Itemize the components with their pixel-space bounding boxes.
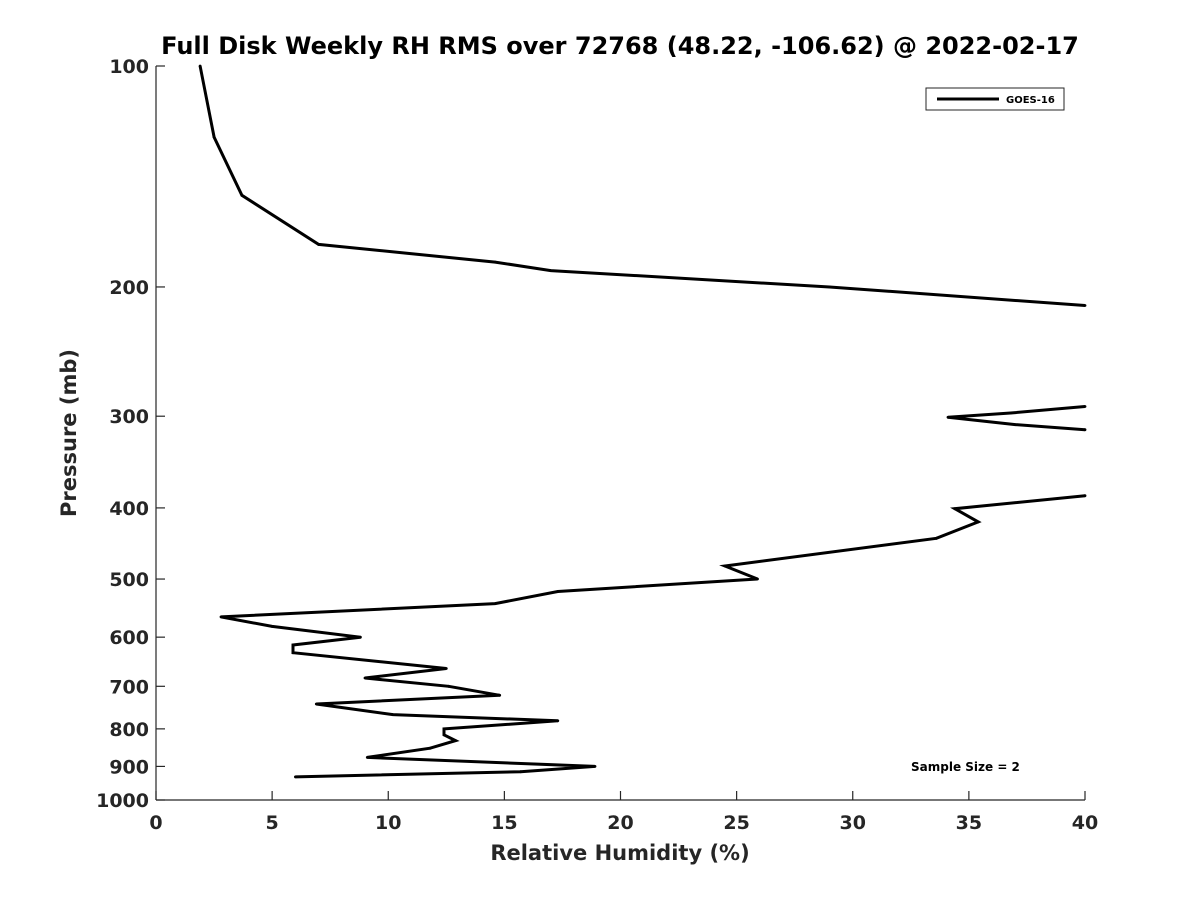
data-point xyxy=(444,667,448,670)
y-tick-label: 300 xyxy=(109,406,149,428)
data-point xyxy=(447,684,450,688)
data-point xyxy=(240,193,244,197)
data-point xyxy=(212,135,216,139)
data-point xyxy=(219,615,223,619)
data-point xyxy=(428,746,432,750)
data-point xyxy=(549,269,553,272)
data-point xyxy=(1083,304,1087,307)
data-point xyxy=(519,770,522,774)
data-point xyxy=(270,625,274,628)
y-tick-label: 800 xyxy=(109,719,149,741)
data-point xyxy=(946,415,950,419)
x-tick-label: 40 xyxy=(1072,812,1098,834)
x-tick-label: 10 xyxy=(375,812,401,834)
x-tick-label: 30 xyxy=(840,812,866,834)
y-axis-label: Pressure (mb) xyxy=(57,349,81,517)
data-point xyxy=(1013,423,1017,426)
data-point xyxy=(1009,411,1013,415)
x-tick-label: 15 xyxy=(491,812,517,834)
data-point xyxy=(314,702,318,706)
data-point xyxy=(1083,405,1087,408)
legend: GOES-16 xyxy=(925,87,1065,111)
y-tick-label: 400 xyxy=(109,498,149,520)
series-layer xyxy=(198,64,1087,779)
data-point xyxy=(359,635,362,639)
y-tick-label: 200 xyxy=(109,277,149,299)
data-point xyxy=(556,719,560,723)
data-point xyxy=(556,590,560,593)
data-point xyxy=(935,536,938,540)
y-tick-label: 900 xyxy=(109,756,149,778)
data-point xyxy=(493,260,497,264)
x-axis-label: Relative Humidity (%) xyxy=(490,841,749,865)
data-point xyxy=(442,733,446,737)
x-axis-ticks: 0 5 10 15 20 25 30 35 40 xyxy=(149,791,1098,834)
data-point xyxy=(493,602,497,605)
data-point xyxy=(498,693,502,697)
y-axis-ticks: 100 200 300 400 500 600 700 800 900 1000 xyxy=(96,56,165,812)
chart-title: Full Disk Weekly RH RMS over 72768 (48.2… xyxy=(161,32,1079,60)
data-point xyxy=(723,564,727,568)
x-tick-label: 25 xyxy=(723,812,749,834)
data-point xyxy=(1083,494,1087,498)
x-tick-label: 5 xyxy=(266,812,279,834)
sample-size-annotation: Sample Size = 2 xyxy=(911,760,1020,774)
data-point xyxy=(976,520,980,524)
data-point xyxy=(365,756,369,759)
data-point xyxy=(953,507,957,511)
data-point xyxy=(391,713,395,716)
data-point xyxy=(291,651,295,655)
y-tick-label: 100 xyxy=(109,56,149,78)
data-point xyxy=(294,775,297,779)
data-point xyxy=(363,676,367,680)
data-point xyxy=(756,577,759,581)
y-tick-label: 600 xyxy=(109,627,149,649)
data-point xyxy=(828,285,831,289)
data-point xyxy=(1083,428,1087,432)
data-point xyxy=(291,643,295,647)
data-point xyxy=(198,64,202,68)
legend-label-goes-16: GOES-16 xyxy=(1006,95,1055,106)
y-tick-label: 500 xyxy=(109,569,149,591)
data-point xyxy=(454,739,457,742)
x-tick-label: 20 xyxy=(607,812,633,834)
data-point xyxy=(317,243,320,246)
x-tick-label: 35 xyxy=(956,812,982,834)
x-tick-label: 0 xyxy=(149,812,162,834)
data-point xyxy=(442,727,446,731)
y-tick-label: 700 xyxy=(109,676,149,698)
data-point xyxy=(593,765,597,768)
y-tick-label: 1000 xyxy=(96,790,149,812)
